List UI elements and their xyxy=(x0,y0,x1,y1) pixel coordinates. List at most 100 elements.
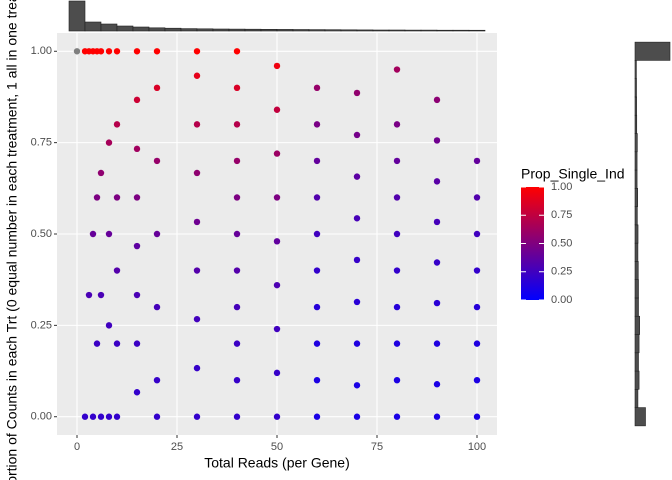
histogram-bar xyxy=(634,297,639,317)
point xyxy=(313,376,321,384)
point xyxy=(133,194,141,201)
histogram-bar xyxy=(634,315,640,335)
point xyxy=(193,121,201,128)
histogram-bar xyxy=(84,21,102,32)
point xyxy=(433,96,441,104)
point xyxy=(353,382,361,389)
point xyxy=(233,84,241,92)
point xyxy=(105,48,113,55)
legend-title: Prop_Single_Ind xyxy=(521,166,625,182)
point xyxy=(105,413,113,420)
point xyxy=(233,194,241,201)
point xyxy=(153,84,161,92)
histogram-bar xyxy=(634,334,640,354)
point xyxy=(133,145,141,153)
histogram-bar xyxy=(634,352,639,372)
point xyxy=(313,303,321,311)
point xyxy=(313,84,321,92)
point xyxy=(97,291,105,299)
point xyxy=(473,303,481,311)
x-tick-label: 25 xyxy=(171,441,183,453)
histogram-bar xyxy=(324,29,342,32)
point xyxy=(193,169,201,177)
point xyxy=(133,48,141,55)
histogram-bar xyxy=(634,133,638,153)
point xyxy=(133,96,141,104)
colorbar xyxy=(521,187,544,300)
point xyxy=(393,194,401,201)
point xyxy=(97,169,105,177)
histogram-bar xyxy=(634,224,639,244)
point xyxy=(89,413,97,420)
point xyxy=(153,157,161,165)
point xyxy=(85,291,93,299)
point xyxy=(313,121,321,128)
histogram-bar xyxy=(634,242,639,262)
point xyxy=(113,48,121,55)
point xyxy=(233,340,241,347)
point xyxy=(233,157,241,165)
point xyxy=(353,340,361,347)
point xyxy=(233,230,241,238)
point xyxy=(393,413,401,420)
histogram-bar xyxy=(634,188,638,207)
point xyxy=(273,325,281,333)
histogram-bar xyxy=(68,0,86,32)
x-tick-label: 50 xyxy=(271,441,283,453)
x-tick-label: 0 xyxy=(74,441,80,453)
point xyxy=(393,121,401,128)
point xyxy=(353,131,361,139)
point xyxy=(433,259,441,266)
histogram-bar xyxy=(420,29,438,32)
legend-label: 0.25 xyxy=(551,266,572,278)
point xyxy=(473,267,481,274)
point xyxy=(473,230,481,238)
point xyxy=(193,413,201,420)
histogram-bar xyxy=(372,29,390,32)
point xyxy=(133,291,141,299)
histogram-bar xyxy=(404,29,422,32)
point xyxy=(193,364,201,372)
histogram-bar xyxy=(244,28,262,32)
point xyxy=(473,413,481,420)
histogram-bar xyxy=(292,29,310,32)
point xyxy=(273,106,281,113)
point xyxy=(93,340,101,347)
point xyxy=(233,376,241,384)
point xyxy=(393,267,401,274)
point xyxy=(153,376,161,384)
point xyxy=(433,299,441,307)
legend-label: 0.75 xyxy=(551,209,572,221)
histogram-bar xyxy=(634,78,637,98)
histogram-bar xyxy=(180,28,198,32)
histogram-bar xyxy=(132,26,150,32)
point xyxy=(133,389,141,396)
point xyxy=(433,413,441,420)
point xyxy=(393,230,401,238)
histogram-bar xyxy=(308,29,326,32)
point xyxy=(313,413,321,420)
point xyxy=(113,194,121,201)
histogram-bar xyxy=(634,389,639,408)
point xyxy=(473,340,481,347)
point xyxy=(473,194,481,201)
point xyxy=(433,218,441,226)
point xyxy=(193,315,201,323)
point xyxy=(393,340,401,347)
point xyxy=(73,48,81,55)
histogram-bar xyxy=(634,151,638,171)
point xyxy=(113,267,121,274)
legend-label: 0.00 xyxy=(551,294,572,306)
histogram-bar xyxy=(634,60,637,79)
point xyxy=(113,340,121,347)
point xyxy=(313,157,321,165)
point xyxy=(133,340,141,347)
point xyxy=(233,121,241,128)
histogram-bar xyxy=(634,96,637,116)
point xyxy=(393,376,401,384)
y-tick-label: 0.75 xyxy=(31,137,52,149)
histogram-bar xyxy=(436,29,454,32)
histogram-bar xyxy=(196,28,214,32)
point xyxy=(89,230,97,238)
